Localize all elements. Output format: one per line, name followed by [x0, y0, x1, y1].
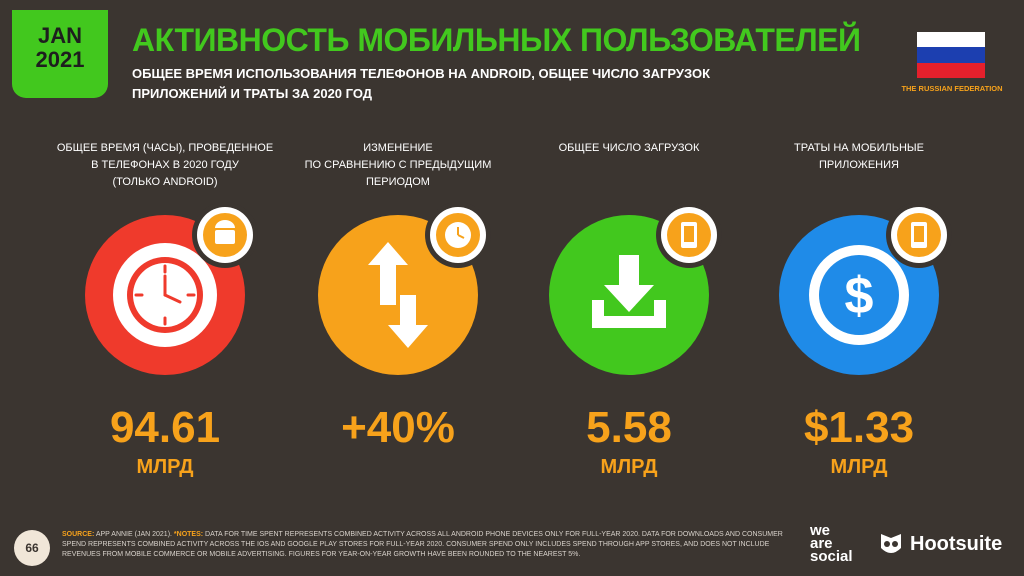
russia-flag-icon: [917, 32, 985, 78]
stat-unit: МЛРД: [136, 456, 194, 478]
date-badge: JAN 2021: [12, 10, 108, 98]
stat-label: ТРАТЫ НА МОБИЛЬНЫЕ ПРИЛОЖЕНИЯ: [794, 142, 924, 171]
we-are-social-logo: we are social: [810, 522, 853, 565]
source-note: SOURCE: APP ANNIE (JAN 2021). *NOTES: DA…: [62, 531, 783, 558]
stat-value: +40%: [341, 403, 455, 452]
subtitle-line-1: ОБЩЕЕ ВРЕМЯ ИСПОЛЬЗОВАНИЯ ТЕЛЕФОНОВ НА A…: [132, 66, 711, 81]
dollar-icon: $: [744, 200, 974, 400]
page-subtitle: ОБЩЕЕ ВРЕМЯ ИСПОЛЬЗОВАНИЯ ТЕЛЕФОНОВ НА A…: [132, 64, 752, 104]
owl-icon: [881, 534, 901, 553]
stat-label: ИЗМЕНЕНИЕ ПО СРАВНЕНИЮ С ПРЕДЫДУЩИМ ПЕРИ…: [304, 142, 492, 188]
download-icon: [514, 200, 744, 400]
badge-year: 2021: [35, 47, 85, 72]
stat-value: 94.61: [109, 403, 221, 452]
stat-value: 5.58: [586, 403, 672, 452]
stat-label: ОБЩЕЕ ВРЕМЯ (ЧАСЫ), ПРОВЕДЕННОЕ В ТЕЛЕФО…: [56, 142, 274, 188]
subtitle-line-2: ПРИЛОЖЕНИЙ И ТРАТЫ ЗА 2020 ГОД: [132, 86, 373, 101]
stat-unit: МЛРД: [600, 456, 658, 478]
up-down-arrows-icon: [283, 200, 513, 400]
svg-text:$: $: [845, 267, 874, 325]
stat-time-spent: ОБЩЕЕ ВРЕМЯ (ЧАСЫ), ПРОВЕДЕННОЕ В ТЕЛЕФО…: [50, 140, 280, 479]
badge-month: JAN: [37, 23, 82, 48]
stat-spend: ТРАТЫ НА МОБИЛЬНЫЕ ПРИЛОЖЕНИЯ $ $1.33 МЛ…: [744, 140, 974, 479]
stat-downloads: ОБЩЕЕ ЧИСЛО ЗАГРУЗОК 5.58 МЛРД: [514, 140, 744, 479]
stat-label: ОБЩЕЕ ЧИСЛО ЗАГРУЗОК: [558, 142, 700, 154]
country-label: THE RUSSIAN FEDERATION: [901, 84, 1003, 93]
stat-value: $1.33: [803, 403, 915, 452]
clock-icon: [50, 200, 280, 400]
page-number: 66: [14, 530, 50, 566]
page-title: АКТИВНОСТЬ МОБИЛЬНЫХ ПОЛЬЗОВАТЕЛЕЙ: [132, 22, 861, 58]
stat-change: ИЗМЕНЕНИЕ ПО СРАВНЕНИЮ С ПРЕДЫДУЩИМ ПЕРИ…: [283, 140, 513, 452]
hootsuite-logo: Hootsuite: [878, 532, 1002, 556]
stat-unit: МЛРД: [830, 456, 888, 478]
